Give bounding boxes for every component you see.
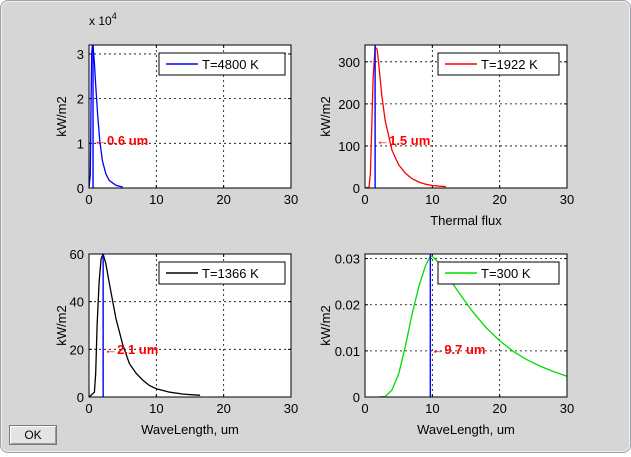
x-tick-label: 10 — [425, 192, 439, 207]
axes-frame — [88, 253, 292, 398]
y-axis-label: kW/m2 — [318, 96, 333, 136]
y-tick-label: 200 — [338, 97, 360, 112]
x-tick-label: 30 — [284, 401, 298, 416]
y-tick-label: 0 — [77, 181, 84, 196]
x-tick-label: 20 — [216, 401, 230, 416]
y-axis-label: kW/m2 — [54, 305, 69, 345]
y-axis-label: kW/m2 — [318, 305, 333, 345]
series-line — [89, 254, 201, 397]
x-tick-label: 30 — [284, 192, 298, 207]
x-tick-label: 0 — [85, 401, 92, 416]
y-tick-label: 2 — [77, 92, 84, 107]
x-tick-label: 20 — [492, 192, 506, 207]
y-tick-label: 0.03 — [335, 252, 360, 267]
legend-label: T=300 K — [481, 266, 531, 281]
y-tick-label: 100 — [338, 139, 360, 154]
x-tick-label: 20 — [492, 401, 506, 416]
x-axis-label: WaveLength, um — [417, 422, 515, 437]
plot-panel-3: 0 10 20 30 0 20 40 60 ←2.1 um T=1366 K — [70, 247, 299, 416]
x-tick-label: 0 — [85, 192, 92, 207]
peak-label: ←0.6 um — [94, 133, 148, 148]
peak-label: ←2.1 um — [104, 342, 158, 357]
x-axis-label: Thermal flux — [430, 213, 502, 228]
plot-panel-4: 0 10 20 30 0 0.01 0.02 0.03 ←9.7 um T=300 K — [335, 252, 575, 416]
legend-box — [158, 261, 286, 285]
x-tick-label: 0 — [361, 401, 368, 416]
y-tick-label: 0 — [77, 390, 84, 405]
x-tick-label: 30 — [560, 401, 574, 416]
legend-box — [437, 52, 560, 76]
y-tick-label: 0 — [353, 390, 360, 405]
axes-frame — [364, 44, 568, 189]
legend-label: T=4800 K — [202, 57, 259, 72]
axis-multiplier: x 104 — [89, 11, 117, 28]
legend-label: T=1366 K — [202, 266, 259, 281]
axes-frame — [364, 253, 568, 398]
axis-multiplier-exponent: 4 — [112, 11, 117, 21]
peak-label: ←9.7 um — [431, 342, 485, 357]
x-tick-label: 10 — [149, 192, 163, 207]
y-tick-label: 300 — [338, 55, 360, 70]
series-line — [89, 45, 123, 188]
y-tick-label: 0.01 — [335, 344, 360, 359]
y-tick-label: 0.02 — [335, 298, 360, 313]
x-tick-label: 30 — [560, 192, 574, 207]
x-tick-label: 0 — [361, 192, 368, 207]
y-tick-label: 40 — [70, 295, 84, 310]
axis-multiplier-base: x 10 — [89, 14, 112, 28]
legend-box — [158, 52, 286, 76]
y-tick-label: 1 — [77, 136, 84, 151]
x-tick-label: 10 — [425, 401, 439, 416]
legend-box — [437, 261, 560, 285]
peak-label: ←1.5 um — [376, 133, 430, 148]
x-axis-label: WaveLength, um — [141, 422, 239, 437]
legend-label: T=1922 K — [481, 57, 538, 72]
y-tick-label: 3 — [77, 47, 84, 62]
y-tick-label: 60 — [70, 247, 84, 262]
x-tick-label: 10 — [149, 401, 163, 416]
y-tick-label: 0 — [353, 181, 360, 196]
x-tick-label: 20 — [216, 192, 230, 207]
plot-panel-1: 0 10 20 30 0 1 2 3 ←0.6 um T=4800 K — [77, 44, 298, 207]
axes-frame — [88, 44, 292, 189]
ok-button[interactable]: OK — [9, 425, 57, 445]
y-axis-label: kW/m2 — [54, 96, 69, 136]
y-tick-label: 20 — [70, 342, 84, 357]
series-line — [365, 45, 446, 188]
